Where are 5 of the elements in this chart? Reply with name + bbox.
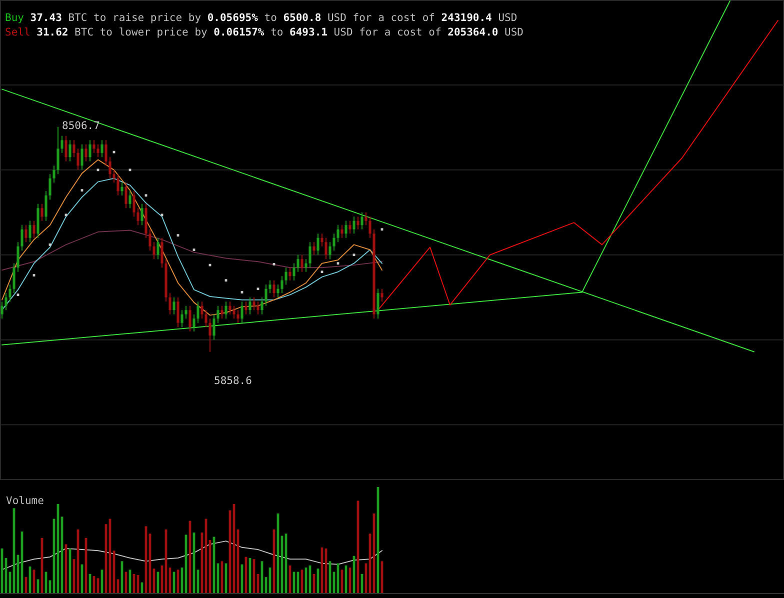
annotation: 8506.7: [62, 120, 100, 132]
annotation: 5858.6: [214, 374, 252, 387]
text: Buy 37.43 BTC to raise price by 0.05695% to 6500.8 USD for a cost of 243190.4 USD: [5, 12, 518, 24]
text: Sell 31.62 BTC to lower price by 0.06157% to 6493.1 USD for a cost of 205364.0 USD: [5, 26, 524, 38]
text: Volume: [6, 495, 44, 507]
